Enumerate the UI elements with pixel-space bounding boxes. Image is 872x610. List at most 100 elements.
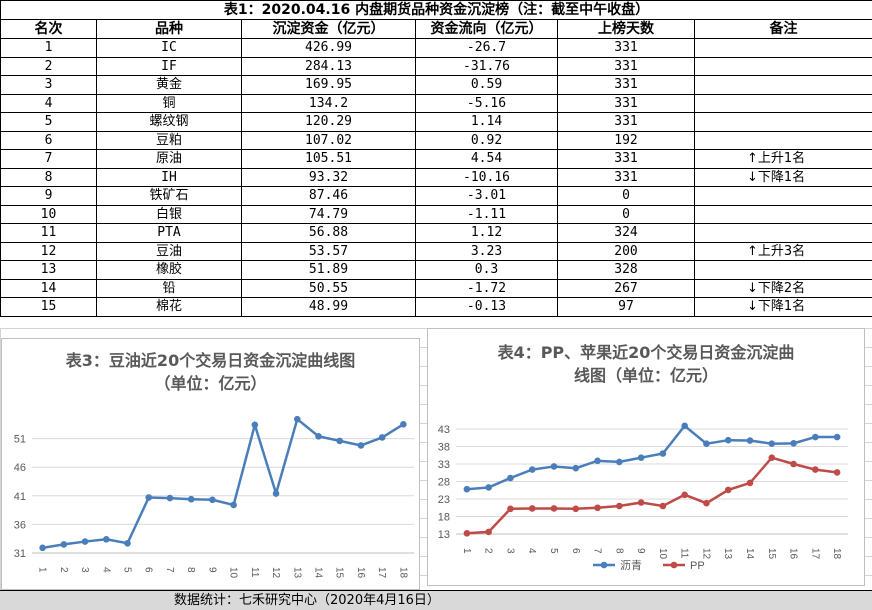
- x-tick-label: 3: [79, 567, 90, 573]
- cell-days: 331: [558, 113, 695, 132]
- data-point: [790, 440, 797, 447]
- cell-name: IF: [97, 57, 242, 76]
- cell-flow: -1.72: [416, 279, 558, 298]
- column-header: 上榜天数: [558, 20, 695, 39]
- data-point: [616, 503, 623, 510]
- cell-flow: -10.16: [416, 168, 558, 187]
- cell-fund: 284.13: [242, 57, 416, 76]
- cell-name: 黄金: [97, 76, 242, 95]
- x-tick-label: 4: [526, 548, 537, 554]
- data-point: [507, 475, 514, 482]
- cell-name: IH: [97, 168, 242, 187]
- cell-days: 324: [558, 224, 695, 243]
- data-point: [638, 454, 645, 461]
- data-point: [529, 505, 536, 512]
- cell-rank: 3: [1, 76, 97, 95]
- cell-fund: 48.99: [242, 298, 416, 317]
- x-tick-label: 14: [744, 548, 755, 560]
- data-point: [747, 437, 754, 444]
- cell-rank: 2: [1, 57, 97, 76]
- x-tick-label: 15: [766, 548, 777, 560]
- legend-marker: [601, 562, 608, 569]
- y-tick-label: 38: [438, 442, 450, 454]
- cell-flow: -1.11: [416, 205, 558, 224]
- y-tick-label: 18: [438, 512, 450, 524]
- y-tick-label: 13: [438, 529, 450, 541]
- x-tick-label: 12: [700, 548, 711, 560]
- cell-days: 267: [558, 279, 695, 298]
- footer-text: 数据统计：七禾研究中心（2020年4月16日）: [174, 591, 440, 610]
- cell-rank: 15: [1, 298, 97, 317]
- cell-rank: 11: [1, 224, 97, 243]
- cell-rank: 8: [1, 168, 97, 187]
- y-tick-label: 41: [14, 491, 26, 503]
- cell-name: 铜: [97, 94, 242, 113]
- cell-days: 200: [558, 242, 695, 261]
- data-point: [39, 545, 46, 552]
- cell-fund: 120.29: [242, 113, 416, 132]
- cell-flow: 3.23: [416, 242, 558, 261]
- data-point: [747, 480, 754, 487]
- cell-note: [695, 94, 872, 113]
- data-point: [812, 466, 819, 473]
- series-line-1-0: [467, 426, 837, 489]
- x-tick-label: 10: [228, 567, 239, 579]
- data-point: [485, 529, 492, 536]
- cell-flow: 4.54: [416, 150, 558, 169]
- data-point: [336, 438, 343, 445]
- cell-days: 192: [558, 131, 695, 150]
- cell-fund: 169.95: [242, 76, 416, 95]
- x-tick-label: 4: [100, 567, 111, 573]
- cell-name: 橡胶: [97, 261, 242, 280]
- cell-name: 豆粕: [97, 131, 242, 150]
- cell-name: 棉花: [97, 298, 242, 317]
- cell-note: [695, 187, 872, 206]
- cell-note: [695, 261, 872, 280]
- cell-name: 白银: [97, 205, 242, 224]
- cell-fund: 56.88: [242, 224, 416, 243]
- fund-ranking-table: 表1：2020.04.16 内盘期货品种资金沉淀榜（注：截至中午收盘） 名次品种…: [0, 0, 872, 317]
- cell-fund: 87.46: [242, 187, 416, 206]
- cell-days: 0: [558, 205, 695, 224]
- x-tick-label: 14: [313, 567, 324, 579]
- data-point: [209, 497, 216, 504]
- data-point: [703, 500, 710, 507]
- x-tick-label: 7: [164, 567, 175, 573]
- cell-fund: 93.32: [242, 168, 416, 187]
- cell-name: PTA: [97, 224, 242, 243]
- cell-rank: 1: [1, 39, 97, 58]
- cell-note: ↑上升3名: [695, 242, 872, 261]
- cell-name: 原油: [97, 150, 242, 169]
- cell-days: 331: [558, 94, 695, 113]
- cell-fund: 105.51: [242, 150, 416, 169]
- x-tick-label: 8: [613, 548, 624, 554]
- legend-marker: [671, 562, 678, 569]
- data-point: [485, 484, 492, 491]
- data-point: [188, 496, 195, 503]
- cell-rank: 4: [1, 94, 97, 113]
- data-point: [594, 458, 601, 465]
- cell-flow: -31.76: [416, 57, 558, 76]
- data-point: [145, 494, 152, 501]
- data-point: [638, 499, 645, 506]
- data-point: [273, 490, 280, 497]
- x-tick-label: 6: [570, 548, 581, 554]
- y-tick-label: 36: [14, 519, 26, 531]
- data-point: [82, 538, 89, 545]
- data-point: [681, 492, 688, 499]
- cell-rank: 13: [1, 261, 97, 280]
- x-tick-label: 9: [206, 567, 217, 573]
- data-point: [294, 416, 301, 423]
- x-tick-label: 13: [722, 548, 733, 560]
- x-tick-label: 17: [809, 548, 820, 560]
- data-point: [834, 469, 841, 476]
- data-point: [812, 434, 819, 441]
- data-point: [572, 465, 579, 472]
